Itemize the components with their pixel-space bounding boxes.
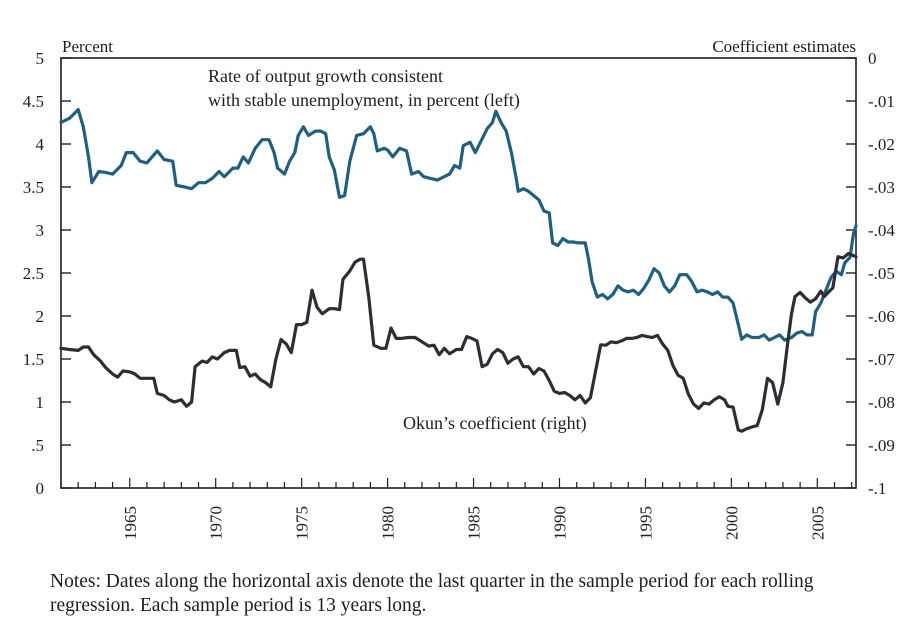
- chart-notes: Notes: Dates along the horizontal axis d…: [50, 571, 814, 616]
- left-tick-label: 1: [36, 393, 45, 412]
- series-lines: [59, 108, 858, 433]
- right-tick-label: -.09: [868, 436, 895, 455]
- right-tick-label: -.1: [868, 479, 886, 498]
- left-tick-label: 3: [36, 221, 45, 240]
- left-tick-label: 2: [36, 307, 45, 326]
- okun-coefficient-line: [59, 252, 858, 433]
- left-tick-label: 4.5: [23, 92, 44, 111]
- output-growth-label: with stable unemployment, in percent (le…: [208, 90, 520, 111]
- x-tick-label: 1985: [465, 506, 484, 540]
- right-tick-label: -.01: [868, 92, 895, 111]
- axes: [60, 57, 857, 489]
- left-tick-label: 3.5: [23, 178, 44, 197]
- right-tick-label: -.06: [868, 307, 895, 326]
- right-tick-label: -.02: [868, 135, 895, 154]
- x-tick-label: 2005: [808, 506, 827, 540]
- x-tick-label: 1990: [550, 506, 569, 540]
- x-tick-label: 1970: [207, 506, 226, 540]
- left-tick-label: .5: [31, 436, 44, 455]
- right-tick-label: -.05: [868, 264, 895, 283]
- right-tick-label: 0: [868, 49, 877, 68]
- chart-labels: 0 .5 1 1.5 2 2.5 3 3.5 4 4.5 5 -.1 -.09 -.08 -.07 -.06 -…: [23, 37, 896, 540]
- okun-coefficient-label: Okun’s coefficient (right): [403, 413, 587, 434]
- output-growth-line: [59, 108, 858, 342]
- left-tick-label: 1.5: [23, 350, 44, 369]
- left-tick-label: 0: [36, 479, 45, 498]
- x-tick-label: 1980: [379, 506, 398, 540]
- left-tick-label: 2.5: [23, 264, 44, 283]
- x-tick-label: 1995: [636, 506, 655, 540]
- left-tick-label: 4: [36, 135, 45, 154]
- right-tick-label: -.03: [868, 178, 895, 197]
- right-axis-label: Coefficient estimates: [712, 37, 856, 56]
- right-tick-label: -.08: [868, 393, 895, 412]
- right-tick-label: -.04: [868, 221, 895, 240]
- x-tick-label: 1965: [121, 506, 140, 540]
- chart: 0 .5 1 1.5 2 2.5 3 3.5 4 4.5 5 -.1 -.09 -.08 -.07 -.06 -…: [23, 37, 896, 540]
- x-tick-label: 1975: [293, 506, 312, 540]
- left-axis-label: Percent: [62, 37, 113, 56]
- output-growth-label: Rate of output growth consistent: [208, 66, 443, 86]
- right-tick-label: -.07: [868, 350, 895, 369]
- left-tick-label: 5: [36, 49, 45, 68]
- x-tick-label: 2000: [722, 506, 741, 540]
